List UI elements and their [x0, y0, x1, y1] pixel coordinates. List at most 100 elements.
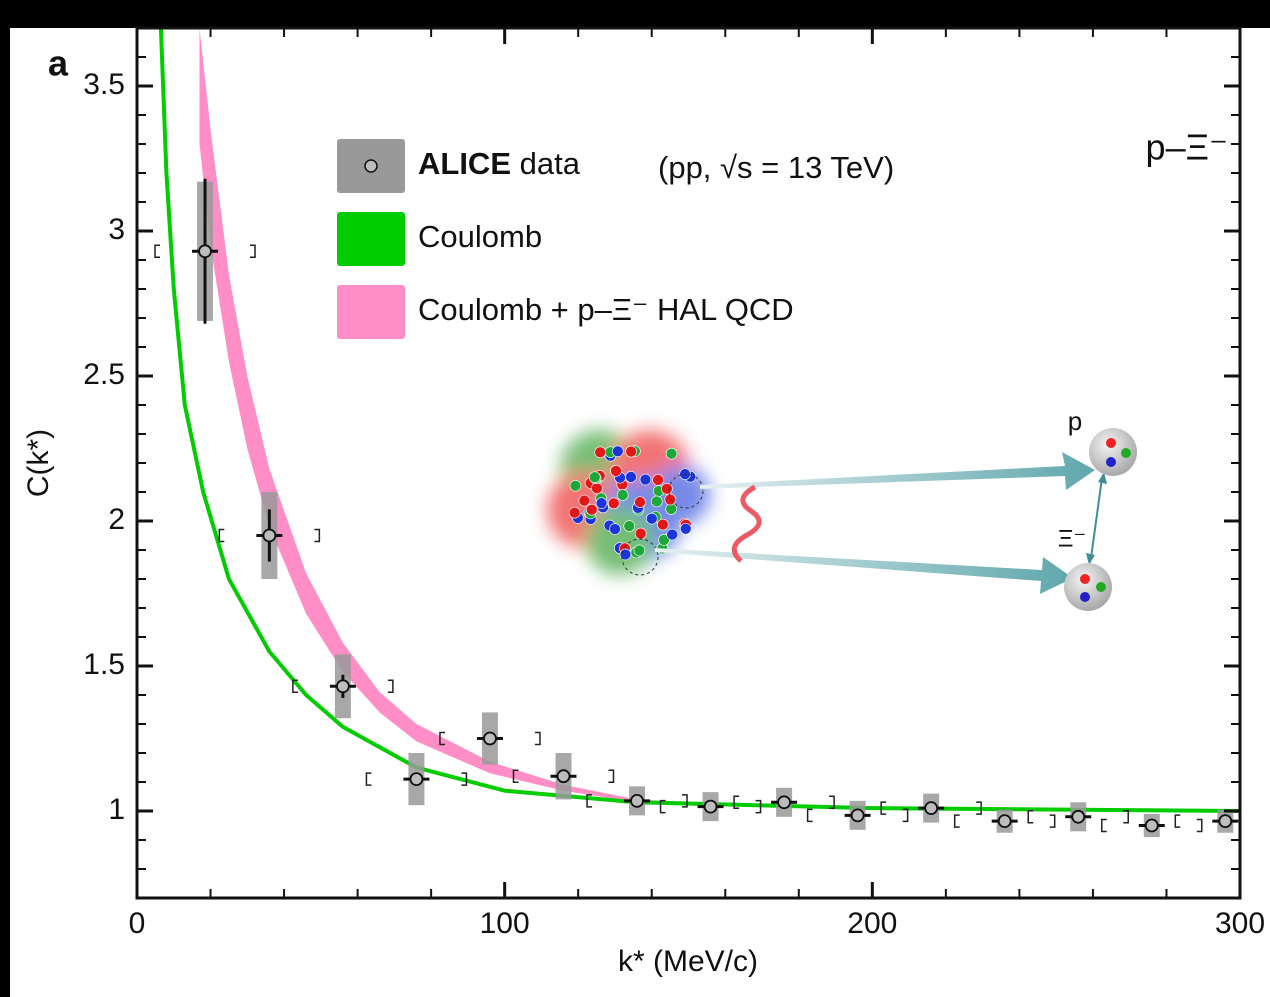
xi [1064, 563, 1112, 611]
systematic-bracket [659, 799, 762, 814]
quark [657, 518, 669, 531]
arrow [700, 452, 1095, 490]
quark [569, 479, 582, 492]
data-point [850, 808, 865, 823]
quark [594, 446, 607, 459]
y-tick-label: 3.5 [83, 68, 125, 101]
data-point [483, 731, 497, 746]
panel-label: a [48, 43, 69, 84]
arrow [655, 548, 1073, 594]
systematic-bracket [1027, 810, 1129, 824]
systematic-bracket [1174, 814, 1181, 828]
systematic-bracket [953, 814, 1056, 828]
double-arrow [1090, 477, 1103, 559]
arrow-head [1098, 472, 1107, 484]
xi-label: Ξ⁻ [1058, 525, 1086, 552]
legend-label-rest: data [511, 146, 581, 181]
data-point [703, 799, 718, 814]
data-point [409, 772, 424, 786]
quark [591, 482, 603, 495]
frame [135, 26, 1242, 900]
proton-label: p [1068, 406, 1082, 436]
plot-area [154, 28, 1240, 838]
model-band [199, 28, 689, 806]
quark [661, 483, 673, 495]
quark [585, 503, 598, 516]
x-tick-label: 300 [1215, 907, 1265, 940]
selected-pair [621, 538, 659, 576]
legend-marker [364, 159, 378, 173]
y-tick-label: 1.5 [83, 648, 125, 681]
illustration: p Ξ⁻ [547, 406, 1137, 611]
quark [607, 497, 620, 510]
arrow-head [1086, 553, 1095, 565]
quark [625, 471, 637, 483]
quark [650, 495, 663, 508]
systematic-bracket [586, 794, 688, 808]
interaction-wave [731, 484, 762, 563]
quark [639, 473, 652, 486]
data-point [924, 801, 939, 815]
quark [634, 527, 647, 540]
proton [1089, 428, 1137, 476]
systematic-bracket [806, 808, 909, 823]
quarks [568, 445, 697, 561]
quark [633, 544, 646, 557]
quark [652, 474, 664, 486]
systematic-bracket [1101, 818, 1203, 833]
quark [634, 496, 646, 508]
quark [665, 447, 678, 460]
legend-label-bold: ALICE [418, 146, 511, 181]
quark [611, 445, 624, 458]
systematic-bracket [880, 801, 982, 815]
legend-swatch [337, 285, 405, 339]
y-tick-label: 2 [108, 503, 125, 536]
quark [616, 489, 629, 501]
legend-label: Coulomb + p–Ξ⁻ HAL QCD [418, 292, 794, 327]
data-point [1071, 809, 1086, 824]
quark [625, 445, 637, 458]
x-tick-label: 200 [847, 907, 897, 940]
legend: ALICE data Coulomb Coulomb + p–Ξ⁻ HAL QCD [337, 139, 794, 339]
y-tick-label: 2.5 [83, 358, 125, 391]
model-line [158, 28, 1240, 813]
quark [658, 534, 670, 546]
x-tick-label: 100 [480, 907, 530, 940]
systematic-bracket [154, 244, 256, 259]
quark [609, 523, 621, 535]
data-point [262, 528, 277, 543]
y-axis-label: C(k*) [22, 429, 55, 497]
quark [623, 520, 636, 532]
data-point [335, 679, 350, 694]
legend-swatch [337, 212, 405, 266]
axes: 0 100 200 300 1 1.5 2 2.5 3 3.5 [83, 28, 1265, 940]
quark [646, 512, 658, 525]
collision-label: (pp, √s = 13 TeV) [658, 150, 894, 185]
quark [568, 506, 581, 519]
quark [664, 493, 677, 506]
x-tick-label: 0 [129, 907, 146, 940]
systematic-bracket [733, 795, 835, 810]
quark [679, 522, 692, 535]
y-tick-label: 3 [108, 213, 125, 246]
systematic-bracket [512, 769, 615, 783]
data-point [630, 793, 644, 808]
data-point [556, 769, 571, 784]
systematic-bracket [439, 731, 541, 746]
systematic-bracket [292, 679, 394, 694]
quark [578, 494, 591, 507]
quark [610, 465, 622, 477]
systematic-bracket [218, 528, 321, 543]
quark [666, 528, 678, 541]
data-point [1218, 814, 1233, 829]
systematic-bracket [365, 772, 468, 786]
quark [588, 471, 601, 484]
data-point [198, 244, 212, 259]
quark [595, 497, 608, 509]
legend-label: ALICE data [418, 146, 581, 181]
x-axis-label: k* (MeV/c) [618, 945, 758, 978]
data-point [997, 814, 1012, 829]
selected-pair [668, 473, 704, 509]
